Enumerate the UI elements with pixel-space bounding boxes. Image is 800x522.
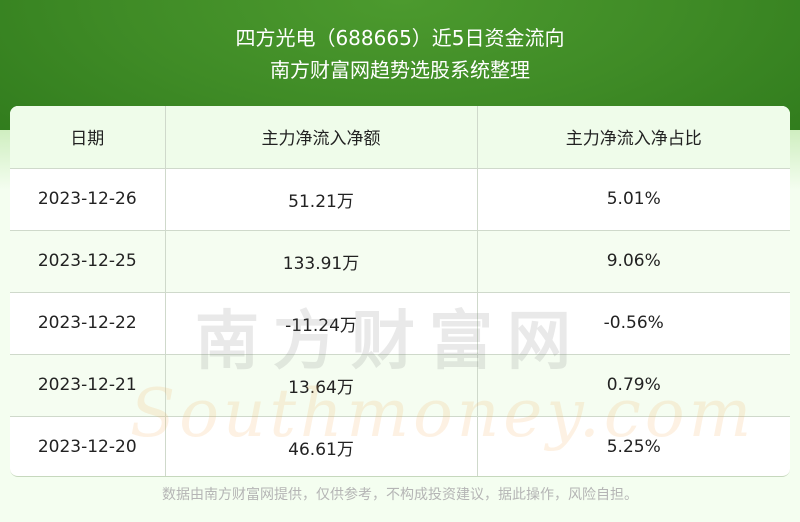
cell-net-amount: 46.61万 [165, 416, 478, 476]
column-header-date: 日期 [10, 106, 166, 168]
cell-net-ratio: 5.01% [606, 189, 661, 209]
table-header-row: 日期 主力净流入净额 主力净流入净占比 [10, 106, 790, 168]
cell-net-amount: 51.21万 [165, 168, 478, 230]
table-row: 2023-12-26 51.21万 5.01% [10, 168, 790, 230]
cell-net-amount: 13.64万 [165, 354, 478, 416]
disclaimer-footer: 数据由南方财富网提供，仅供参考，不构成投资建议，据此操作，风险自担。 [162, 487, 638, 503]
cell-net-ratio: -0.56% [603, 313, 664, 333]
cell-date: 2023-12-20 [10, 416, 166, 476]
cell-net-amount: 133.91万 [165, 230, 478, 292]
table-row: 2023-12-25 133.91万 9.06% [10, 230, 790, 292]
cell-net-amount: -11.24万 [165, 292, 478, 354]
title-text: 四方光电（688665）近5日资金流向 [235, 26, 565, 50]
fund-flow-table: 日期 主力净流入净额 主力净流入净占比 2023-12-26 51.21万 5.01… [10, 106, 790, 476]
table-row: 2023-12-21 13.64万 0.79% [10, 354, 790, 416]
column-header-net-amount: 主力净流入净额 [165, 106, 478, 168]
cell-date: 2023-12-25 [10, 230, 166, 292]
cell-net-ratio: 9.06% [606, 251, 661, 271]
cell-date: 2023-12-22 [10, 292, 166, 354]
cell-net-ratio: 0.79% [606, 375, 661, 395]
cell-net-ratio: 5.25% [606, 437, 661, 457]
column-header-net-ratio: 主力净流入净占比 [565, 129, 702, 150]
table-row: 2023-12-20 46.61万 5.25% [10, 416, 790, 476]
cell-date: 2023-12-21 [10, 354, 166, 416]
subtitle-text: 南方财富网趋势选股系统整理 [270, 58, 530, 82]
table-row: 2023-12-22 -11.24万 -0.56% [10, 292, 790, 354]
cell-date: 2023-12-26 [10, 168, 166, 230]
fund-flow-table-card: 日期 主力净流入净额 主力净流入净占比 2023-12-26 51.21万 5.01… [10, 106, 790, 477]
page-title: 四方光电（688665）近5日资金流向 南方财富网趋势选股系统整理 [0, 22, 800, 86]
